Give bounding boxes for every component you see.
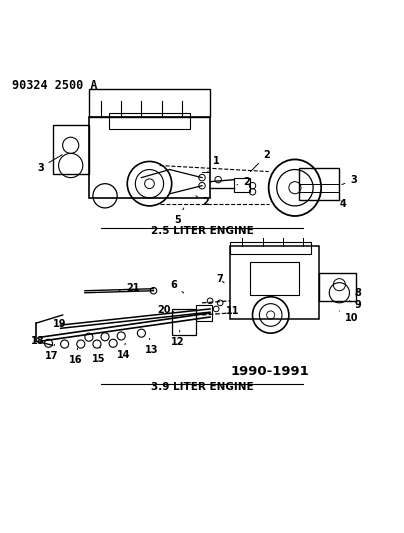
Text: 1: 1: [208, 157, 219, 172]
Text: 3.9 LITER ENGINE: 3.9 LITER ENGINE: [151, 382, 253, 392]
Text: 12: 12: [171, 330, 185, 348]
Text: 7: 7: [217, 274, 224, 285]
Text: 17: 17: [45, 344, 59, 361]
Text: 3: 3: [37, 155, 62, 173]
Text: 90324 2500 A: 90324 2500 A: [12, 79, 98, 92]
Bar: [230, 243, 311, 254]
Text: 16: 16: [69, 348, 83, 365]
Text: 8: 8: [354, 288, 361, 298]
Text: 15: 15: [92, 348, 106, 364]
Text: 3: 3: [342, 175, 357, 184]
Text: 2: 2: [250, 150, 270, 172]
Text: 19: 19: [53, 319, 67, 329]
Text: 14: 14: [116, 343, 130, 360]
Bar: [250, 262, 299, 295]
Text: 21: 21: [119, 282, 139, 293]
Text: 2.5 LITER ENGINE: 2.5 LITER ENGINE: [151, 226, 253, 236]
Bar: [196, 305, 212, 321]
Bar: [172, 309, 196, 335]
Bar: [109, 113, 190, 129]
Text: 1990-1991: 1990-1991: [230, 366, 309, 378]
Bar: [299, 167, 339, 200]
Bar: [234, 177, 250, 192]
Text: 6: 6: [170, 280, 184, 293]
Bar: [89, 88, 210, 117]
Text: 18: 18: [31, 336, 44, 346]
Text: 10: 10: [339, 311, 358, 323]
Text: 4: 4: [340, 199, 347, 209]
Text: 2: 2: [196, 196, 209, 207]
Text: 5: 5: [175, 208, 184, 225]
Bar: [53, 125, 89, 174]
Bar: [89, 117, 210, 198]
Text: 2: 2: [237, 176, 250, 187]
Text: 20: 20: [157, 305, 174, 315]
Bar: [230, 246, 319, 319]
Text: 11: 11: [225, 306, 239, 316]
Text: 9: 9: [349, 300, 361, 310]
Bar: [319, 272, 356, 301]
Text: 13: 13: [145, 338, 158, 355]
